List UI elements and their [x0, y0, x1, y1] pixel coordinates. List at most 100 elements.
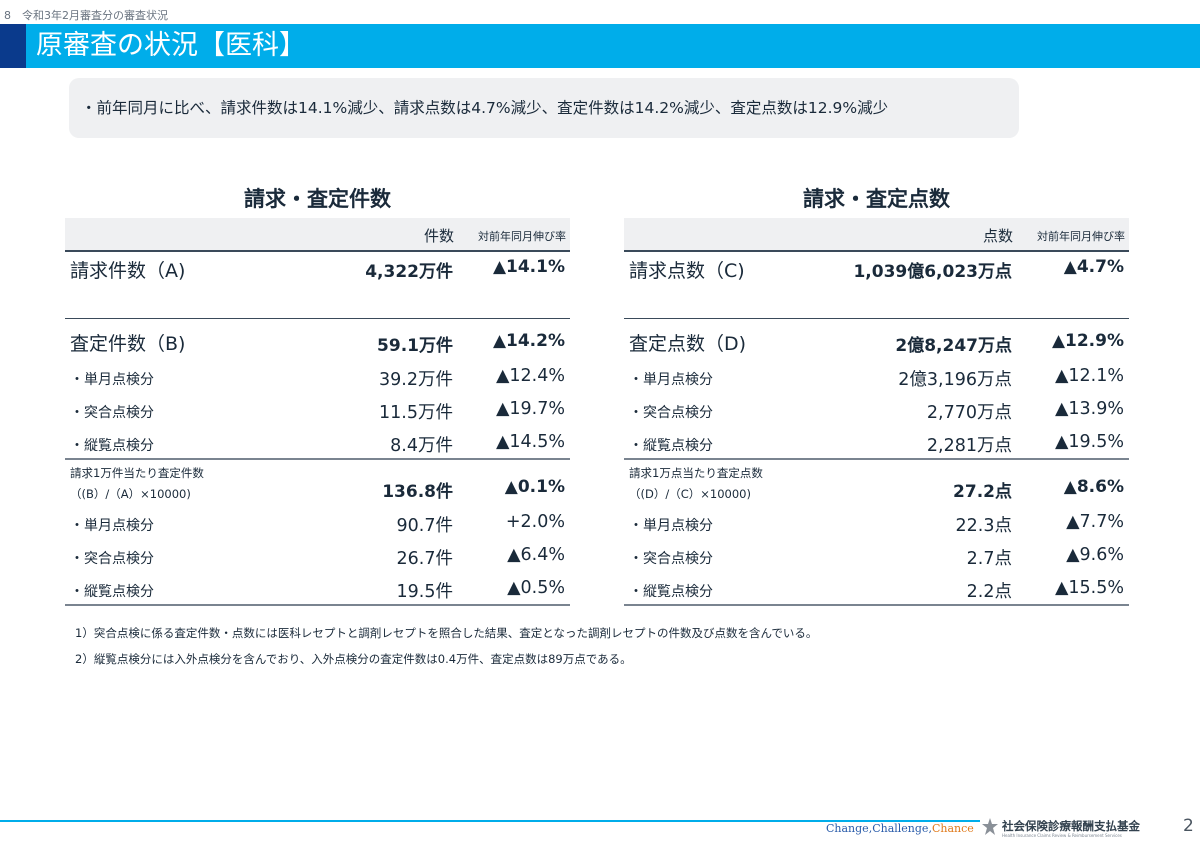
row-yoy: ▲9.6% [1066, 545, 1124, 565]
divider [65, 318, 570, 319]
footnote-2: 2）縦覧点検分には入外点検分を含んでおり、入外点検分の査定件数は0.4万件、査定… [75, 652, 632, 666]
title-bar: 原審査の状況【医科】 [0, 24, 1200, 68]
divider [624, 318, 1129, 319]
column-header-yoy: 対前年同月伸び率 [1037, 230, 1125, 243]
row-yoy: ▲7.7% [1066, 512, 1124, 532]
row-label: ・単月点検分 [70, 372, 154, 388]
table-row: ・縦覧点検分 8.4万件 ▲14.5% [65, 427, 570, 460]
page-title: 原審査の状況【医科】 [36, 30, 306, 61]
table-row-ratio: 請求1万点当たり査定点数 （(D）/（C）×10000) 27.2点 ▲8.6% [624, 460, 1129, 507]
row-label: ・突合点検分 [629, 405, 713, 421]
table-row: ・突合点検分 2,770万点 ▲13.9% [624, 394, 1129, 427]
row-value: 22.3点 [955, 516, 1012, 536]
table-row: ・単月点検分 90.7件 +2.0% [65, 507, 570, 540]
table-row: ・突合点検分 2.7点 ▲9.6% [624, 540, 1129, 573]
row-label: ・縦覧点検分 [629, 584, 713, 600]
tagline-chance: Chance [931, 822, 974, 835]
title-accent [0, 24, 26, 68]
row-yoy: ▲19.5% [1054, 432, 1124, 452]
row-label: ・突合点検分 [70, 405, 154, 421]
org-name: 社会保険診療報酬支払基金 [1002, 819, 1140, 833]
tagline: Change,Challenge,Chance [826, 822, 974, 835]
row-value: 2億3,196万点 [898, 370, 1012, 390]
row-yoy: ▲12.1% [1054, 366, 1124, 386]
table-row: ・縦覧点検分 2.2点 ▲15.5% [624, 573, 1129, 606]
table-heading: 請求・査定件数 [244, 187, 391, 211]
row-value: 2,281万点 [926, 436, 1012, 456]
row-label: 請求点数（C) [629, 260, 745, 282]
org-logo-icon [982, 818, 998, 835]
row-label: ・縦覧点検分 [70, 438, 154, 454]
breadcrumb: 8 令和3年2月審査分の審査状況 [4, 9, 168, 22]
row-label: 請求1万件当たり査定件数 [70, 466, 204, 480]
row-label-formula: （(B）/（A）×10000) [70, 487, 191, 501]
row-yoy: ▲0.1% [504, 477, 565, 497]
row-label: ・突合点検分 [629, 551, 713, 567]
tagline-change: Change, [826, 822, 873, 835]
row-value: 136.8件 [382, 482, 453, 502]
row-label: 請求件数（A) [70, 260, 186, 282]
table-row-claims: 請求点数（C) 1,039億6,023万点 ▲4.7% [624, 252, 1129, 318]
footer-line [0, 820, 980, 822]
page-number: 2 [1183, 816, 1194, 836]
table-row: ・縦覧点検分 2,281万点 ▲19.5% [624, 427, 1129, 460]
table-header: 点数 対前年同月伸び率 [624, 218, 1129, 252]
row-value: 2.7点 [966, 549, 1012, 569]
table-header: 件数 対前年同月伸び率 [65, 218, 570, 252]
table-row-assessed: 査定件数（B) 59.1万件 ▲14.2% [65, 319, 570, 361]
row-value: 2億8,247万点 [895, 336, 1012, 356]
footnote-1: 1）突合点検に係る査定件数・点数には医科レセプトと調剤レセプトを照合した結果、査… [75, 626, 818, 640]
row-label: 査定件数（B) [70, 333, 186, 355]
row-value: 90.7件 [396, 516, 453, 536]
summary-box: ・前年同月に比べ、請求件数は14.1%減少、請求点数は4.7%減少、査定件数は1… [69, 78, 1019, 138]
row-value: 2.2点 [966, 582, 1012, 602]
row-yoy: ▲0.5% [507, 578, 565, 598]
row-yoy: +2.0% [505, 512, 565, 532]
row-label: ・単月点検分 [629, 372, 713, 388]
row-yoy: ▲13.9% [1054, 399, 1124, 419]
org-name-en: Health Insurance Claims Review & Reimbur… [1002, 833, 1122, 838]
row-yoy: ▲14.2% [492, 331, 565, 351]
row-value: 8.4万件 [390, 436, 453, 456]
claims-points-table: 請求・査定点数 点数 対前年同月伸び率 請求点数（C) 1,039億6,023万… [624, 180, 1129, 606]
row-label: ・突合点検分 [70, 551, 154, 567]
row-value: 59.1万件 [377, 336, 453, 356]
row-yoy: ▲19.7% [495, 399, 565, 419]
row-yoy: ▲12.4% [495, 366, 565, 386]
row-label: ・単月点検分 [70, 518, 154, 534]
table-row: ・突合点検分 26.7件 ▲6.4% [65, 540, 570, 573]
table-row: ・突合点検分 11.5万件 ▲19.7% [65, 394, 570, 427]
column-header-value: 点数 [982, 227, 1013, 245]
table-row: ・単月点検分 2億3,196万点 ▲12.1% [624, 361, 1129, 394]
table-row-ratio: 請求1万件当たり査定件数 （(B）/（A）×10000) 136.8件 ▲0.1… [65, 460, 570, 507]
row-value: 27.2点 [953, 482, 1012, 502]
table-row-assessed: 査定点数（D) 2億8,247万点 ▲12.9% [624, 319, 1129, 361]
row-value: 39.2万件 [379, 370, 453, 390]
table-row: ・単月点検分 22.3点 ▲7.7% [624, 507, 1129, 540]
row-value: 2,770万点 [926, 403, 1012, 423]
table-heading: 請求・査定点数 [803, 187, 950, 211]
row-value: 26.7件 [396, 549, 453, 569]
row-label: ・単月点検分 [629, 518, 713, 534]
row-value: 4,322万件 [365, 262, 453, 282]
row-label: ・縦覧点検分 [70, 584, 154, 600]
table-row: ・単月点検分 39.2万件 ▲12.4% [65, 361, 570, 394]
row-value: 1,039億6,023万点 [853, 262, 1012, 282]
tagline-challenge: Challenge, [872, 822, 932, 835]
row-yoy: ▲4.7% [1063, 257, 1124, 277]
row-label: ・縦覧点検分 [629, 438, 713, 454]
row-yoy: ▲14.5% [495, 432, 565, 452]
claims-count-table: 請求・査定件数 件数 対前年同月伸び率 請求件数（A) 4,322万件 ▲14.… [65, 180, 570, 606]
row-value: 11.5万件 [379, 403, 453, 423]
table-row: ・縦覧点検分 19.5件 ▲0.5% [65, 573, 570, 606]
row-value: 19.5件 [396, 582, 453, 602]
row-yoy: ▲6.4% [507, 545, 565, 565]
table-row-claims: 請求件数（A) 4,322万件 ▲14.1% [65, 252, 570, 318]
summary-text: ・前年同月に比べ、請求件数は14.1%減少、請求点数は4.7%減少、査定件数は1… [81, 99, 889, 117]
column-header-value: 件数 [423, 227, 454, 245]
row-yoy: ▲14.1% [492, 257, 565, 277]
row-yoy: ▲12.9% [1051, 331, 1124, 351]
row-yoy: ▲8.6% [1063, 477, 1124, 497]
row-yoy: ▲15.5% [1054, 578, 1124, 598]
column-header-yoy: 対前年同月伸び率 [478, 230, 566, 243]
